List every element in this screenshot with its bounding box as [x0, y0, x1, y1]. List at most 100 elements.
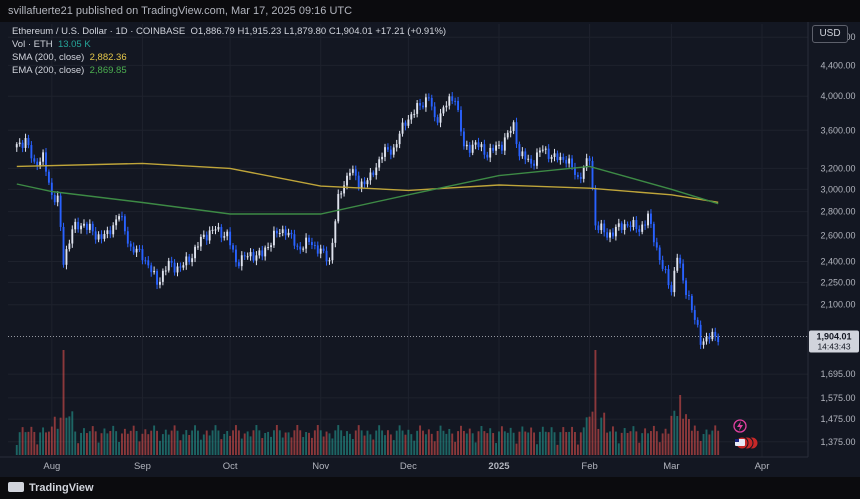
candle-body	[676, 257, 679, 271]
volume-bar	[676, 416, 679, 455]
candle-body	[655, 242, 658, 248]
candle-body	[249, 252, 252, 257]
ema-row[interactable]: EMA (200, close) 2,869.85	[12, 64, 446, 77]
volume-bar	[647, 433, 649, 455]
candle-body	[45, 152, 47, 172]
volume-bar	[112, 425, 115, 455]
volume-bar	[477, 431, 480, 455]
candle-body	[112, 225, 115, 235]
volume-bar	[121, 433, 123, 455]
volume-bar	[182, 434, 185, 455]
candle-body	[574, 167, 576, 175]
candle-body	[296, 245, 299, 247]
candle-body	[568, 158, 571, 164]
volume-bar	[465, 433, 468, 455]
sma-row[interactable]: SMA (200, close) 2,882.36	[12, 51, 446, 64]
volume-bar	[348, 433, 351, 455]
candle-body	[708, 336, 711, 340]
candle-body	[427, 97, 430, 99]
volume-bar	[267, 431, 270, 455]
candle-body	[170, 260, 173, 263]
chart-icons[interactable]	[733, 419, 759, 450]
volume-bar	[77, 443, 80, 455]
candle-body	[226, 231, 229, 237]
candle-body	[705, 336, 708, 342]
volume-bar	[30, 426, 33, 455]
candle-body	[176, 266, 179, 273]
candle-body	[445, 105, 448, 108]
candle-body	[85, 223, 88, 230]
volume-bar	[173, 425, 176, 455]
candle-body	[588, 158, 591, 161]
candle-body	[363, 181, 366, 185]
candle-body	[237, 262, 240, 267]
candle-body	[647, 213, 649, 226]
volume-bar	[42, 427, 45, 455]
volume-bar	[571, 426, 573, 455]
candle-body	[270, 245, 272, 248]
candle-body	[717, 336, 720, 343]
volume-bar	[220, 439, 223, 455]
candle-body	[687, 294, 690, 296]
volume-bar	[687, 419, 690, 455]
currency-button[interactable]: USD	[812, 25, 848, 43]
brand-text: TradingView	[29, 482, 94, 494]
volume-bar	[249, 436, 252, 455]
volume-bar	[258, 430, 261, 455]
candle-body	[348, 172, 351, 176]
candle-body	[141, 249, 144, 261]
volume-bar	[147, 434, 150, 455]
flash-icon[interactable]	[733, 419, 747, 433]
candle-body	[30, 145, 33, 159]
candle-body	[398, 133, 401, 145]
candle-body	[272, 230, 275, 246]
price-axis[interactable]: 4,800.004,400.004,000.003,600.003,200.00…	[807, 22, 856, 457]
candle-body	[202, 234, 205, 237]
candle-body	[173, 262, 176, 273]
volume-bar	[103, 428, 106, 455]
volume-bar	[299, 430, 302, 455]
volume-bar	[620, 432, 623, 455]
volume-bar	[351, 438, 354, 455]
candle-body	[579, 177, 582, 179]
time-axis[interactable]: Aug Sep Oct Nov Dec 2025 Feb Mar Apr	[0, 456, 808, 472]
candle-body	[36, 161, 39, 166]
candle-body	[679, 257, 682, 264]
volume-bar	[711, 430, 714, 455]
volume-row[interactable]: Vol · ETH 13.05 K	[12, 38, 446, 51]
volume-bar	[106, 433, 109, 455]
candle-body	[360, 181, 363, 188]
volume-bar	[530, 427, 533, 455]
candle-body	[518, 144, 521, 157]
candle-body	[612, 232, 614, 237]
volume-bar	[471, 433, 474, 455]
volume-bar	[191, 430, 194, 455]
candle-body	[24, 138, 27, 148]
volume-bar	[118, 441, 121, 455]
volume-bar	[199, 439, 202, 455]
candle-body	[594, 188, 597, 226]
volume-bar	[664, 428, 667, 455]
volume-bar	[264, 432, 267, 455]
candle-body	[299, 246, 302, 250]
candle-body	[465, 144, 468, 147]
volume-bar	[527, 432, 530, 455]
symbol-row[interactable]: Ethereum / U.S. Dollar · 1D · COINBASE O…	[12, 25, 446, 38]
x-tick-label: Nov	[312, 461, 329, 472]
y-tick-label: 3,600.00	[820, 125, 855, 135]
tradingview-logo[interactable]: TradingView	[8, 482, 94, 494]
volume-bar	[144, 429, 147, 455]
volume-bar	[378, 425, 381, 455]
candle-body	[126, 231, 129, 244]
volume-bar	[644, 428, 647, 455]
volume-bar	[413, 440, 416, 455]
volume-bar	[316, 425, 319, 455]
price-chart[interactable]: 4,800.004,400.004,000.003,600.003,200.00…	[0, 0, 860, 477]
volume-bar	[363, 435, 366, 455]
candle-body	[369, 172, 372, 181]
volume-bar	[582, 427, 585, 455]
volume-bar	[486, 433, 489, 455]
volume-bar	[197, 430, 199, 455]
volume-bar	[109, 430, 112, 455]
y-tick-label: 2,800.00	[820, 207, 855, 217]
